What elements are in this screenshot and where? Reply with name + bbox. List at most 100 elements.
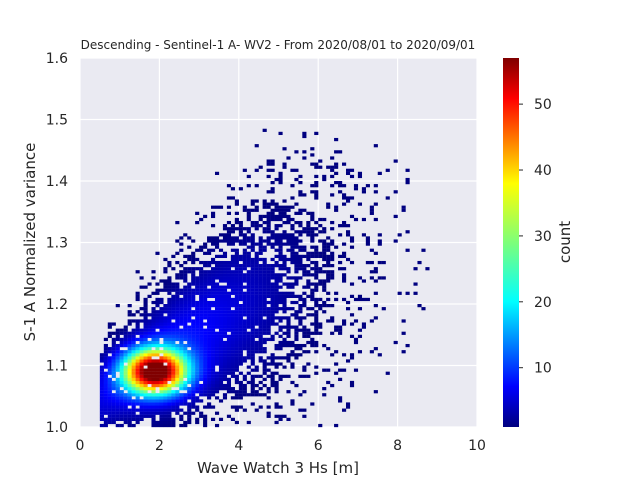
heatmap-cell <box>282 254 287 259</box>
heatmap-cell <box>179 291 184 295</box>
heatmap-cell <box>250 387 255 391</box>
heatmap-cell <box>183 304 188 308</box>
heatmap-cell <box>262 328 267 332</box>
heatmap-cell <box>258 276 263 280</box>
heatmap-cell <box>103 393 108 397</box>
heatmap-cell <box>135 368 140 372</box>
heatmap-cell <box>270 300 275 305</box>
heatmap-cell <box>254 294 259 298</box>
heatmap-cell <box>314 254 319 259</box>
heatmap-cell <box>207 340 212 345</box>
heatmap-cell <box>211 390 216 394</box>
heatmap-cell <box>207 405 212 409</box>
heatmap-cell <box>99 390 104 394</box>
heatmap-cell <box>99 423 104 428</box>
heatmap-cell <box>230 257 235 262</box>
heatmap-cell <box>242 260 247 265</box>
heatmap-cell <box>167 316 172 320</box>
heatmap-cell <box>151 383 156 388</box>
heatmap-cell <box>195 405 200 409</box>
heatmap-cell <box>214 297 220 302</box>
heatmap-cell <box>135 294 140 298</box>
heatmap-cell <box>286 156 291 160</box>
heatmap-cell <box>151 405 156 409</box>
heatmap-cell <box>330 220 335 225</box>
heatmap-cell <box>246 236 251 240</box>
heatmap-cell <box>377 353 382 357</box>
heatmap-cell <box>274 224 279 228</box>
heatmap-cell <box>270 257 275 262</box>
heatmap-cell <box>242 239 247 243</box>
heatmap-cell <box>211 347 216 351</box>
heatmap-cell <box>270 242 275 246</box>
x-tick-label: 4 <box>234 438 243 454</box>
heatmap-cell <box>159 325 164 329</box>
heatmap-cell <box>278 291 283 295</box>
heatmap-cell <box>203 350 208 354</box>
heatmap-cell <box>246 337 251 342</box>
heatmap-cell <box>342 196 347 200</box>
heatmap-cell <box>115 334 120 338</box>
heatmap-cell <box>242 236 247 240</box>
heatmap-cell <box>373 202 378 206</box>
heatmap-cell <box>266 168 271 172</box>
heatmap-cell <box>246 371 251 375</box>
heatmap-cell <box>326 248 331 252</box>
heatmap-cell <box>254 374 259 378</box>
heatmap-cell <box>175 380 180 385</box>
heatmap-cell <box>226 267 232 271</box>
heatmap-cell <box>222 273 228 277</box>
heatmap-cell <box>119 423 124 428</box>
heatmap-cell <box>167 313 172 317</box>
heatmap-cell <box>99 356 104 360</box>
heatmap-cell <box>322 248 327 252</box>
heatmap-cell <box>143 380 148 385</box>
heatmap-cell <box>191 251 196 255</box>
heatmap-cell <box>226 264 232 268</box>
heatmap-cell <box>290 285 295 289</box>
heatmap-cell <box>266 267 271 271</box>
heatmap-cell <box>230 304 235 308</box>
heatmap-cell <box>234 362 239 366</box>
heatmap-cell <box>171 331 176 335</box>
heatmap-cell <box>338 224 343 228</box>
heatmap-cell <box>318 325 323 329</box>
heatmap-cell <box>203 260 208 265</box>
heatmap-cell <box>254 408 259 412</box>
heatmap-cell <box>183 402 188 406</box>
heatmap-cell <box>135 396 140 400</box>
heatmap-cell <box>199 390 204 394</box>
heatmap-cell <box>310 294 315 298</box>
heatmap-cell <box>262 362 267 366</box>
heatmap-cell <box>274 294 279 298</box>
heatmap-cell <box>353 187 359 191</box>
heatmap-cell <box>262 359 267 363</box>
heatmap-cell <box>207 334 212 338</box>
heatmap-cell <box>163 405 168 409</box>
heatmap-cell <box>238 282 243 286</box>
heatmap-cell <box>131 331 136 335</box>
heatmap-cell <box>310 233 315 237</box>
heatmap-cell <box>274 227 279 231</box>
heatmap-cell <box>342 297 347 302</box>
heatmap-cell <box>211 279 216 283</box>
heatmap-cell <box>143 337 148 342</box>
heatmap-cell <box>143 359 148 363</box>
heatmap-cell <box>238 233 243 237</box>
heatmap-cell <box>214 334 220 338</box>
heatmap-cell <box>294 356 299 360</box>
heatmap-cell <box>266 282 271 286</box>
heatmap-cell <box>318 224 323 228</box>
heatmap-cell <box>203 310 208 314</box>
heatmap-cell <box>298 310 303 314</box>
heatmap-cell <box>230 264 235 268</box>
heatmap-cell <box>262 297 267 302</box>
heatmap-cell <box>230 356 235 360</box>
heatmap-cell <box>203 362 208 366</box>
heatmap-cell <box>258 273 263 277</box>
heatmap-cell <box>175 300 180 305</box>
heatmap-cell <box>163 420 168 425</box>
heatmap-cell <box>246 340 251 345</box>
heatmap-cell <box>151 371 156 375</box>
heatmap-cell <box>282 356 287 360</box>
